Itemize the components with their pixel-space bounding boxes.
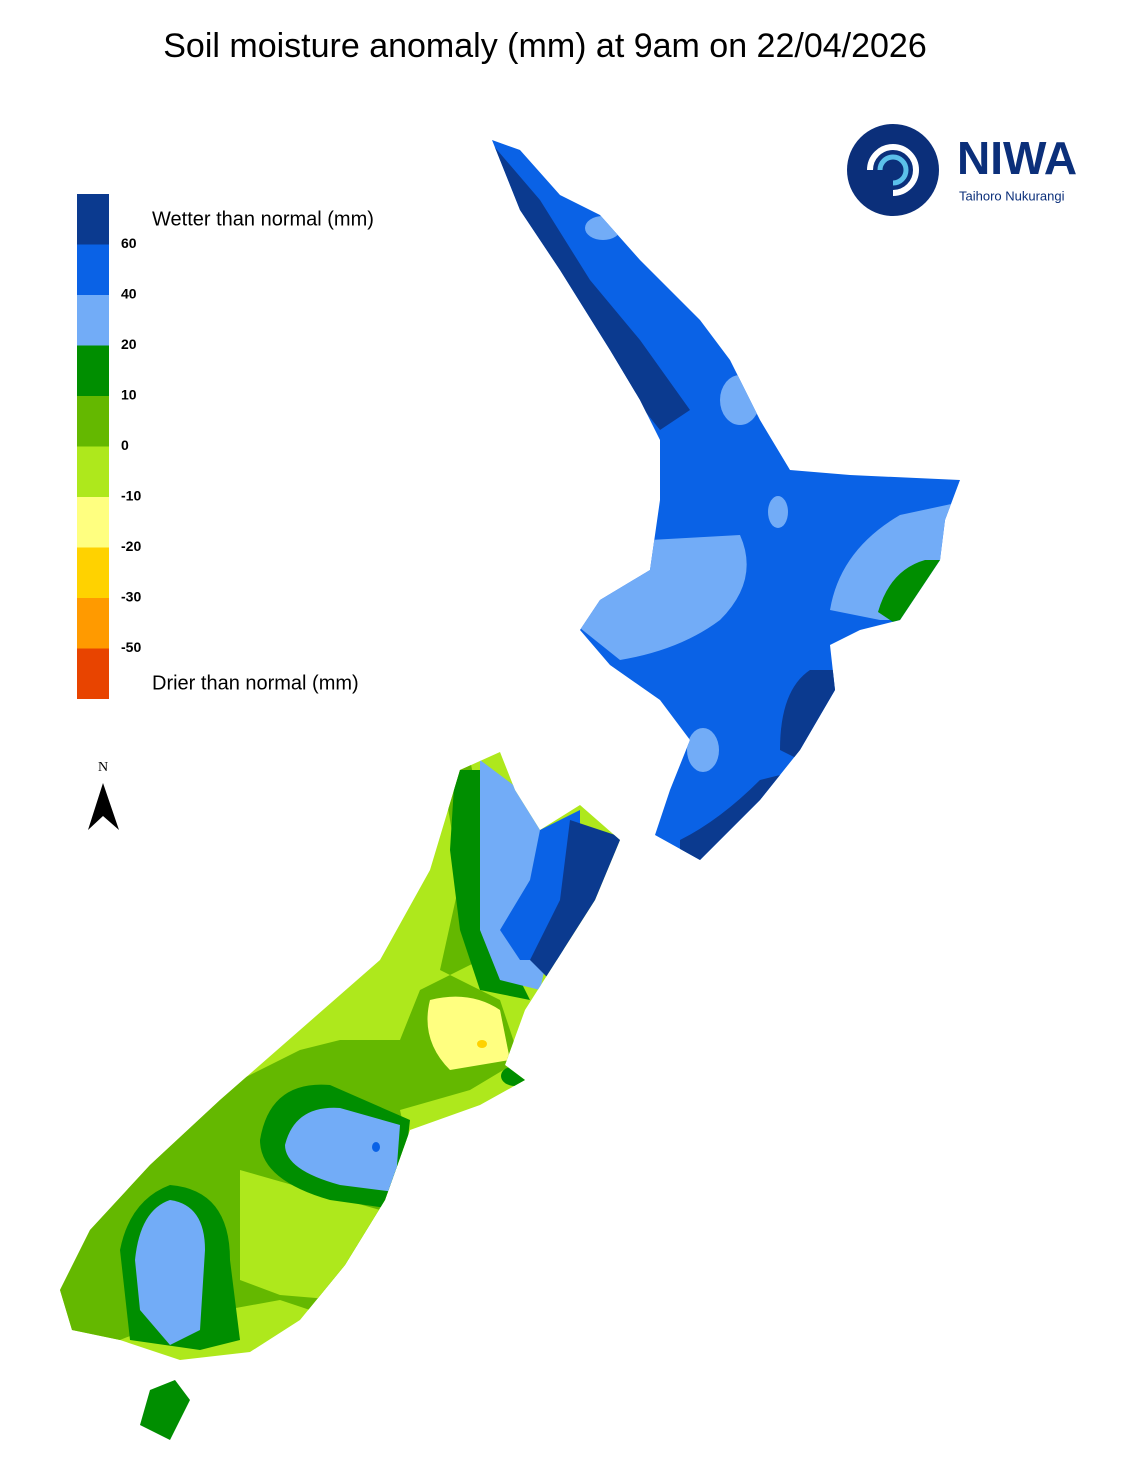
legend-tick-label: -30 (121, 589, 141, 605)
legend-swatch (77, 194, 109, 245)
north-label: N (98, 760, 108, 775)
legend-swatch (77, 244, 109, 295)
south-island (60, 752, 620, 1360)
north-arrow (88, 783, 119, 830)
zone (477, 1040, 487, 1048)
zone (285, 1107, 400, 1192)
legend-tick-label: -50 (121, 639, 141, 655)
legend-swatch (77, 396, 109, 447)
zone (687, 728, 719, 772)
legend-drier-label: Drier than normal (mm) (152, 672, 359, 694)
zone (492, 140, 960, 860)
logo-name: NIWA (957, 132, 1077, 184)
legend-tick-label: 60 (121, 235, 137, 251)
legend-tick-label: 20 (121, 336, 137, 352)
legend-tick-label: -10 (121, 488, 141, 504)
legend-swatch (77, 648, 109, 699)
legend: Wetter than normal (mm) Drier than norma… (77, 194, 374, 699)
zone (427, 996, 510, 1070)
zone (530, 820, 620, 990)
legend-swatch (77, 598, 109, 649)
legend-tick-label: 10 (121, 387, 137, 403)
title: Soil moisture anomaly (mm) at 9am on 22/… (163, 27, 926, 65)
zone (720, 375, 760, 425)
legend-swatch (77, 345, 109, 396)
logo: NIWA Taihoro Nukurangi (847, 124, 1077, 216)
legend-tick-label: 40 (121, 286, 137, 302)
north-island (492, 140, 960, 860)
legend-swatch (77, 497, 109, 548)
stewart-island (140, 1380, 190, 1440)
legend-tick-label: 0 (121, 437, 129, 453)
zone (501, 1066, 529, 1086)
zone (135, 1200, 205, 1345)
legend-swatch (77, 295, 109, 346)
zone (585, 216, 621, 240)
zone (372, 1142, 380, 1152)
legend-swatch (77, 547, 109, 598)
legend-swatch (77, 446, 109, 497)
legend-tick-label: -20 (121, 538, 141, 554)
zone (492, 140, 690, 430)
zone (768, 496, 788, 528)
legend-wetter-label: Wetter than normal (mm) (152, 208, 374, 230)
logo-subtitle: Taihoro Nukurangi (959, 188, 1065, 203)
logo-mark (847, 124, 939, 216)
